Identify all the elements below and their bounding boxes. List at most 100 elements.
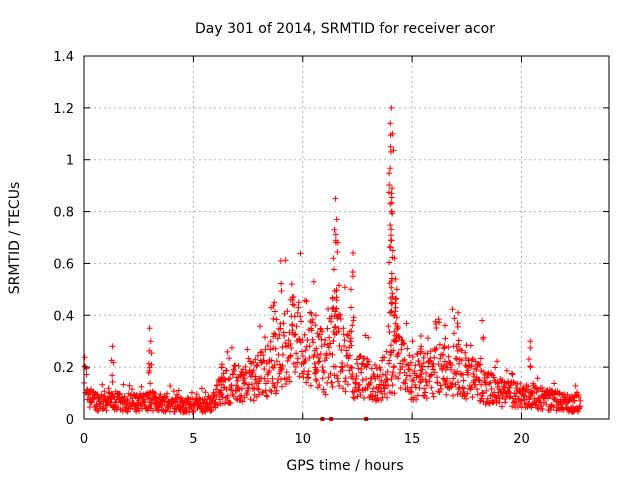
data-point: [451, 330, 458, 337]
data-point: [320, 367, 327, 374]
data-point: [331, 266, 338, 273]
data-point: [395, 324, 402, 331]
data-point: [342, 375, 349, 382]
data-point: [486, 380, 493, 387]
data-point: [496, 399, 503, 406]
data-point: [437, 382, 444, 389]
data-point: [349, 322, 356, 329]
data-point: [348, 342, 355, 349]
data-point: [86, 404, 93, 411]
data-point: [331, 372, 338, 379]
data-point: [384, 377, 391, 384]
data-point: [286, 378, 293, 385]
data-point: [387, 165, 394, 172]
data-point: [384, 368, 391, 375]
data-point: [279, 362, 286, 369]
data-point: [391, 255, 398, 262]
data-point: [218, 390, 225, 397]
data-point: [290, 360, 297, 367]
data-point: [490, 374, 497, 381]
data-point: [159, 403, 166, 410]
data-point: [342, 378, 349, 385]
data-point: [346, 352, 353, 359]
data-point: [539, 406, 546, 413]
data-point: [476, 377, 483, 384]
data-point: [417, 379, 424, 386]
data-point: [387, 200, 394, 207]
data-point: [490, 399, 497, 406]
data-point: [447, 366, 454, 373]
data-point: [276, 331, 283, 338]
data-point: [224, 348, 231, 355]
data-point: [482, 381, 489, 388]
data-point: [291, 313, 298, 320]
data-point: [397, 385, 404, 392]
data-point: [252, 373, 259, 380]
data-point: [314, 367, 321, 374]
data-point: [268, 388, 275, 395]
data-point: [511, 398, 518, 405]
data-point: [389, 382, 396, 389]
data-point: [276, 370, 283, 377]
data-point: [472, 358, 479, 365]
data-point: [330, 255, 337, 262]
data-point: [330, 304, 337, 311]
data-point: [383, 348, 390, 355]
data-point: [341, 343, 348, 350]
data-point: [469, 355, 476, 362]
data-point: [341, 284, 348, 291]
data-point: [435, 388, 442, 395]
data-point: [218, 364, 225, 371]
data-point: [393, 314, 400, 321]
data-point: [319, 363, 326, 370]
data-point: [202, 389, 209, 396]
data-point: [357, 391, 364, 398]
data-point: [389, 130, 396, 137]
data-point: [226, 375, 233, 382]
data-point: [109, 372, 116, 379]
data-point: [423, 369, 430, 376]
data-point: [319, 328, 326, 335]
data-point: [145, 392, 152, 399]
data-point: [487, 379, 494, 386]
data-point: [100, 405, 107, 412]
data-point: [298, 348, 305, 355]
data-point: [304, 371, 311, 378]
data-point: [397, 360, 404, 367]
data-point: [413, 396, 420, 403]
data-point: [278, 365, 285, 372]
data-point: [571, 397, 578, 404]
data-point: [449, 306, 456, 313]
data-point: [225, 376, 232, 383]
data-point: [272, 345, 279, 352]
data-point: [449, 380, 456, 387]
data-point: [249, 385, 256, 392]
data-point: [365, 358, 372, 365]
data-point: [184, 394, 191, 401]
data-point: [494, 358, 501, 365]
data-point: [286, 374, 293, 381]
data-point: [271, 382, 278, 389]
data-point: [392, 300, 399, 307]
x-tick-label: 5: [189, 432, 197, 447]
data-point: [309, 319, 316, 326]
data-point: [306, 343, 313, 350]
data-point: [351, 388, 358, 395]
data-point: [406, 366, 413, 373]
data-point: [468, 384, 475, 391]
data-point: [142, 391, 149, 398]
data-point: [265, 378, 272, 385]
data-point: [450, 392, 457, 399]
data-point: [329, 383, 336, 390]
data-point: [301, 331, 308, 338]
data-point: [292, 369, 299, 376]
data-point: [454, 391, 461, 398]
data-point: [427, 355, 434, 362]
data-point: [449, 362, 456, 369]
data-point: [370, 385, 377, 392]
data-point: [409, 338, 416, 345]
data-point: [241, 380, 248, 387]
data-point: [365, 334, 372, 341]
data-point: [229, 371, 236, 378]
data-point: [235, 362, 242, 369]
